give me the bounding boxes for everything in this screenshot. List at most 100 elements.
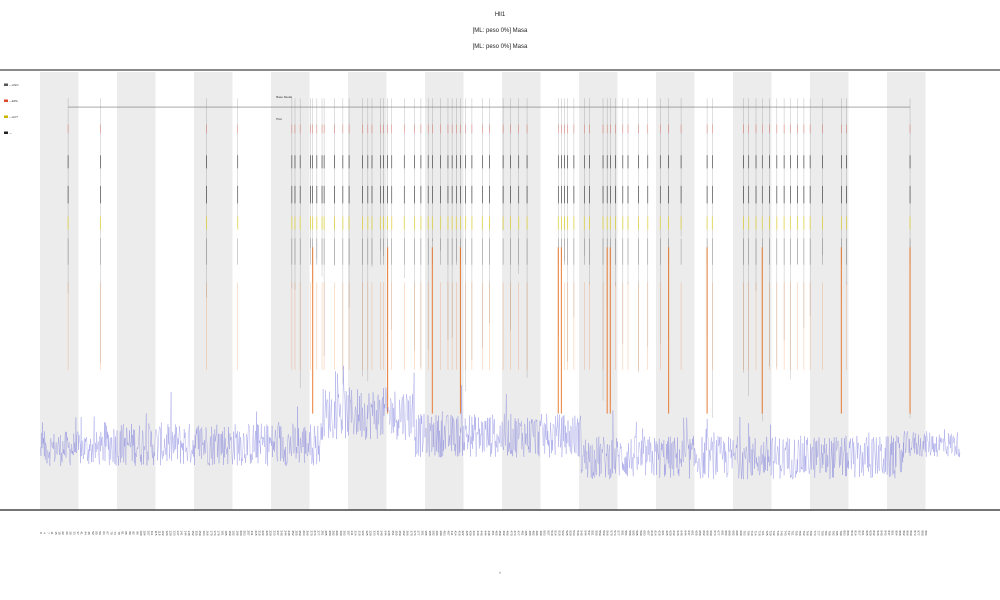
x-tick-label: 281 <box>320 530 324 535</box>
x-tick-label: 825 <box>865 530 869 535</box>
x-tick-label: 788 <box>828 530 832 535</box>
x-tick-label: 159 <box>198 530 202 535</box>
x-tick-label: 540 <box>580 530 584 535</box>
x-tick-label: 673 <box>713 530 717 535</box>
x-tick-label: 740 <box>780 530 784 535</box>
x-tick-label: 444 <box>483 530 487 535</box>
x-tick-label: 144 <box>183 530 187 535</box>
x-tick-label: 263 <box>302 530 306 535</box>
x-tick-label: 799 <box>839 530 843 535</box>
x-tick-label: 721 <box>761 530 765 535</box>
x-tick-label: 163 <box>202 530 206 535</box>
title-line: Hll1 <box>495 12 506 18</box>
x-tick-label: 684 <box>724 530 728 535</box>
x-tick-label: 866 <box>906 530 910 535</box>
legend-label: —ACT <box>9 115 18 119</box>
x-tick-label: 59 <box>98 531 102 535</box>
x-tick-label: 747 <box>787 530 791 535</box>
axes <box>0 69 1000 511</box>
x-tick-label: 141 <box>180 530 184 535</box>
x-tick-label: 252 <box>291 530 295 535</box>
x-tick-label: 529 <box>569 530 573 535</box>
x-tick-label: 544 <box>583 530 587 535</box>
shaded-band <box>348 72 387 510</box>
x-tick-label: 843 <box>883 530 887 535</box>
x-tick-label: 525 <box>565 530 569 535</box>
x-tick-label: 388 <box>428 530 432 535</box>
x-axis-label: t <box>499 570 501 575</box>
x-tick-label: 396 <box>435 530 439 535</box>
x-tick-label: 85 <box>124 531 128 535</box>
x-tick-label: 63 <box>102 531 106 535</box>
x-tick-label: 607 <box>646 530 650 535</box>
x-tick-label: 488 <box>528 530 532 535</box>
x-tick-label: 877 <box>917 530 921 535</box>
x-tick-label: 240 <box>280 530 284 535</box>
x-tick-label: 333 <box>372 530 376 535</box>
x-tick-label: 743 <box>783 530 787 535</box>
shaded-bands <box>40 72 926 510</box>
x-tick-label: 455 <box>495 530 499 535</box>
x-tick-label: 481 <box>520 530 524 535</box>
x-tick-label: 274 <box>313 530 317 535</box>
legend-label: —EPA <box>9 99 18 103</box>
x-tick-label: 651 <box>691 530 695 535</box>
x-tick-label: 503 <box>543 530 547 535</box>
x-tick-label: 610 <box>650 530 654 535</box>
x-tick-label: 436 <box>476 530 480 535</box>
x-tick-label: 211 <box>250 531 254 536</box>
x-tick-label: 459 <box>498 530 502 535</box>
x-tick-label: 869 <box>909 530 913 535</box>
x-tick-label: 559 <box>598 530 602 535</box>
x-tick-label: 100 <box>139 530 143 535</box>
x-tick-label: 185 <box>224 530 228 535</box>
x-tick-label: 636 <box>676 530 680 535</box>
x-tick-label: 832 <box>872 530 876 535</box>
x-tick-label: 769 <box>809 530 813 535</box>
x-tick-label: 477 <box>517 530 521 535</box>
x-tick-label: 836 <box>876 530 880 535</box>
x-tick-label: 189 <box>228 530 232 535</box>
x-tick-label: 448 <box>487 530 491 535</box>
legend-swatch <box>4 83 8 86</box>
x-tick-label: 429 <box>469 530 473 535</box>
x-tick-label: 348 <box>387 530 391 535</box>
x-tick-label: 196 <box>235 530 239 535</box>
x-tick-label: 233 <box>272 530 276 535</box>
x-tick-label: 314 <box>354 530 358 535</box>
x-tick-label: 392 <box>432 530 436 535</box>
x-tick-label: 562 <box>602 530 606 535</box>
x-tick-label: 880 <box>920 530 924 535</box>
x-tick-label: 810 <box>850 530 854 535</box>
x-tick-label: 581 <box>620 530 624 535</box>
x-tick-label: 266 <box>306 530 310 535</box>
shaded-band <box>656 72 695 510</box>
x-tick-label: 122 <box>161 530 165 535</box>
x-tick-label: 96 <box>135 531 139 535</box>
x-tick-label: 773 <box>813 530 817 535</box>
x-tick-label: 37 <box>76 531 80 535</box>
x-tick-label: 148 <box>187 530 191 535</box>
x-tick-label: 325 <box>365 530 369 535</box>
x-tick-label: 41 <box>80 531 84 535</box>
x-tick-label: 518 <box>557 530 561 535</box>
x-tick-label: 52 <box>91 531 95 535</box>
baseline-line <box>39 365 961 480</box>
x-tick-label: 81 <box>121 531 125 535</box>
x-tick-label: 414 <box>454 530 458 535</box>
x-tick-label: 577 <box>617 530 621 535</box>
x-tick-label: 155 <box>195 530 199 535</box>
x-tick-label: 762 <box>802 530 806 535</box>
x-tick-label: 425 <box>465 530 469 535</box>
x-tick-label: 658 <box>698 530 702 535</box>
x-tick-label: 237 <box>276 530 280 535</box>
shaded-band <box>579 72 618 510</box>
legend-label: — <box>9 131 12 135</box>
x-tick-label: 584 <box>624 530 628 535</box>
x-tick-label: 714 <box>754 530 758 535</box>
x-tick-label: 104 <box>143 530 147 535</box>
x-tick-label: 129 <box>169 530 173 535</box>
x-tick-label: 507 <box>546 530 550 535</box>
x-tick-label: 22 <box>61 531 65 535</box>
x-tick-label: 640 <box>680 530 684 535</box>
